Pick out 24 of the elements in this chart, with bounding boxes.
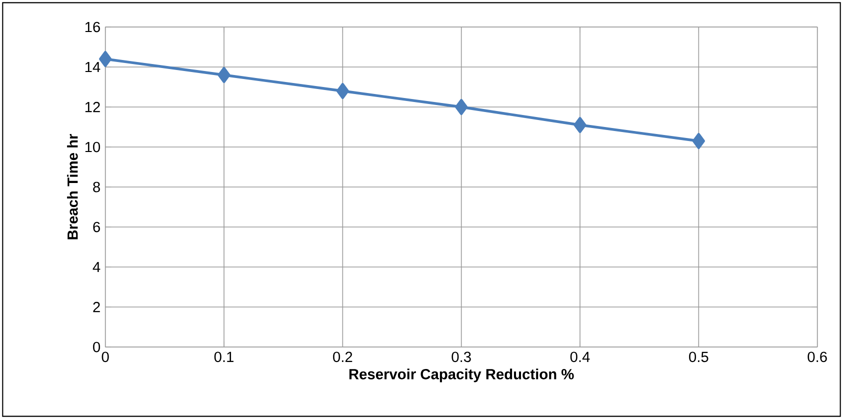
y-tick-label: 4 <box>92 262 100 272</box>
y-tick-label: 16 <box>85 22 100 32</box>
y-tick-label: 2 <box>93 302 100 312</box>
point <box>574 117 586 133</box>
y-tick-label: 10 <box>85 142 100 152</box>
point <box>692 133 706 150</box>
y-tick-label: 8 <box>93 182 100 192</box>
x-tick-label: 0.6 <box>808 352 827 362</box>
x-axis-title: Reservoir Capacity Reduction % <box>349 368 574 382</box>
y-tick-label: 0 <box>93 342 100 352</box>
x-tick-label: 0.4 <box>570 352 590 362</box>
y-tick-label: 6 <box>93 222 100 232</box>
point <box>336 83 350 99</box>
y-tick-label: 12 <box>85 102 100 112</box>
x-tick-label: 0.2 <box>333 352 352 362</box>
y-axis-title: Breach Time hr <box>67 134 78 240</box>
y-tick-label: 14 <box>85 62 100 72</box>
point <box>99 51 112 67</box>
point <box>218 67 230 84</box>
x-tick-label: 0.3 <box>452 352 471 362</box>
point <box>455 99 468 116</box>
x-tick-label: 0 <box>102 352 109 362</box>
x-tick-label: 0.1 <box>214 352 234 362</box>
x-tick-label: 0.5 <box>689 352 708 362</box>
